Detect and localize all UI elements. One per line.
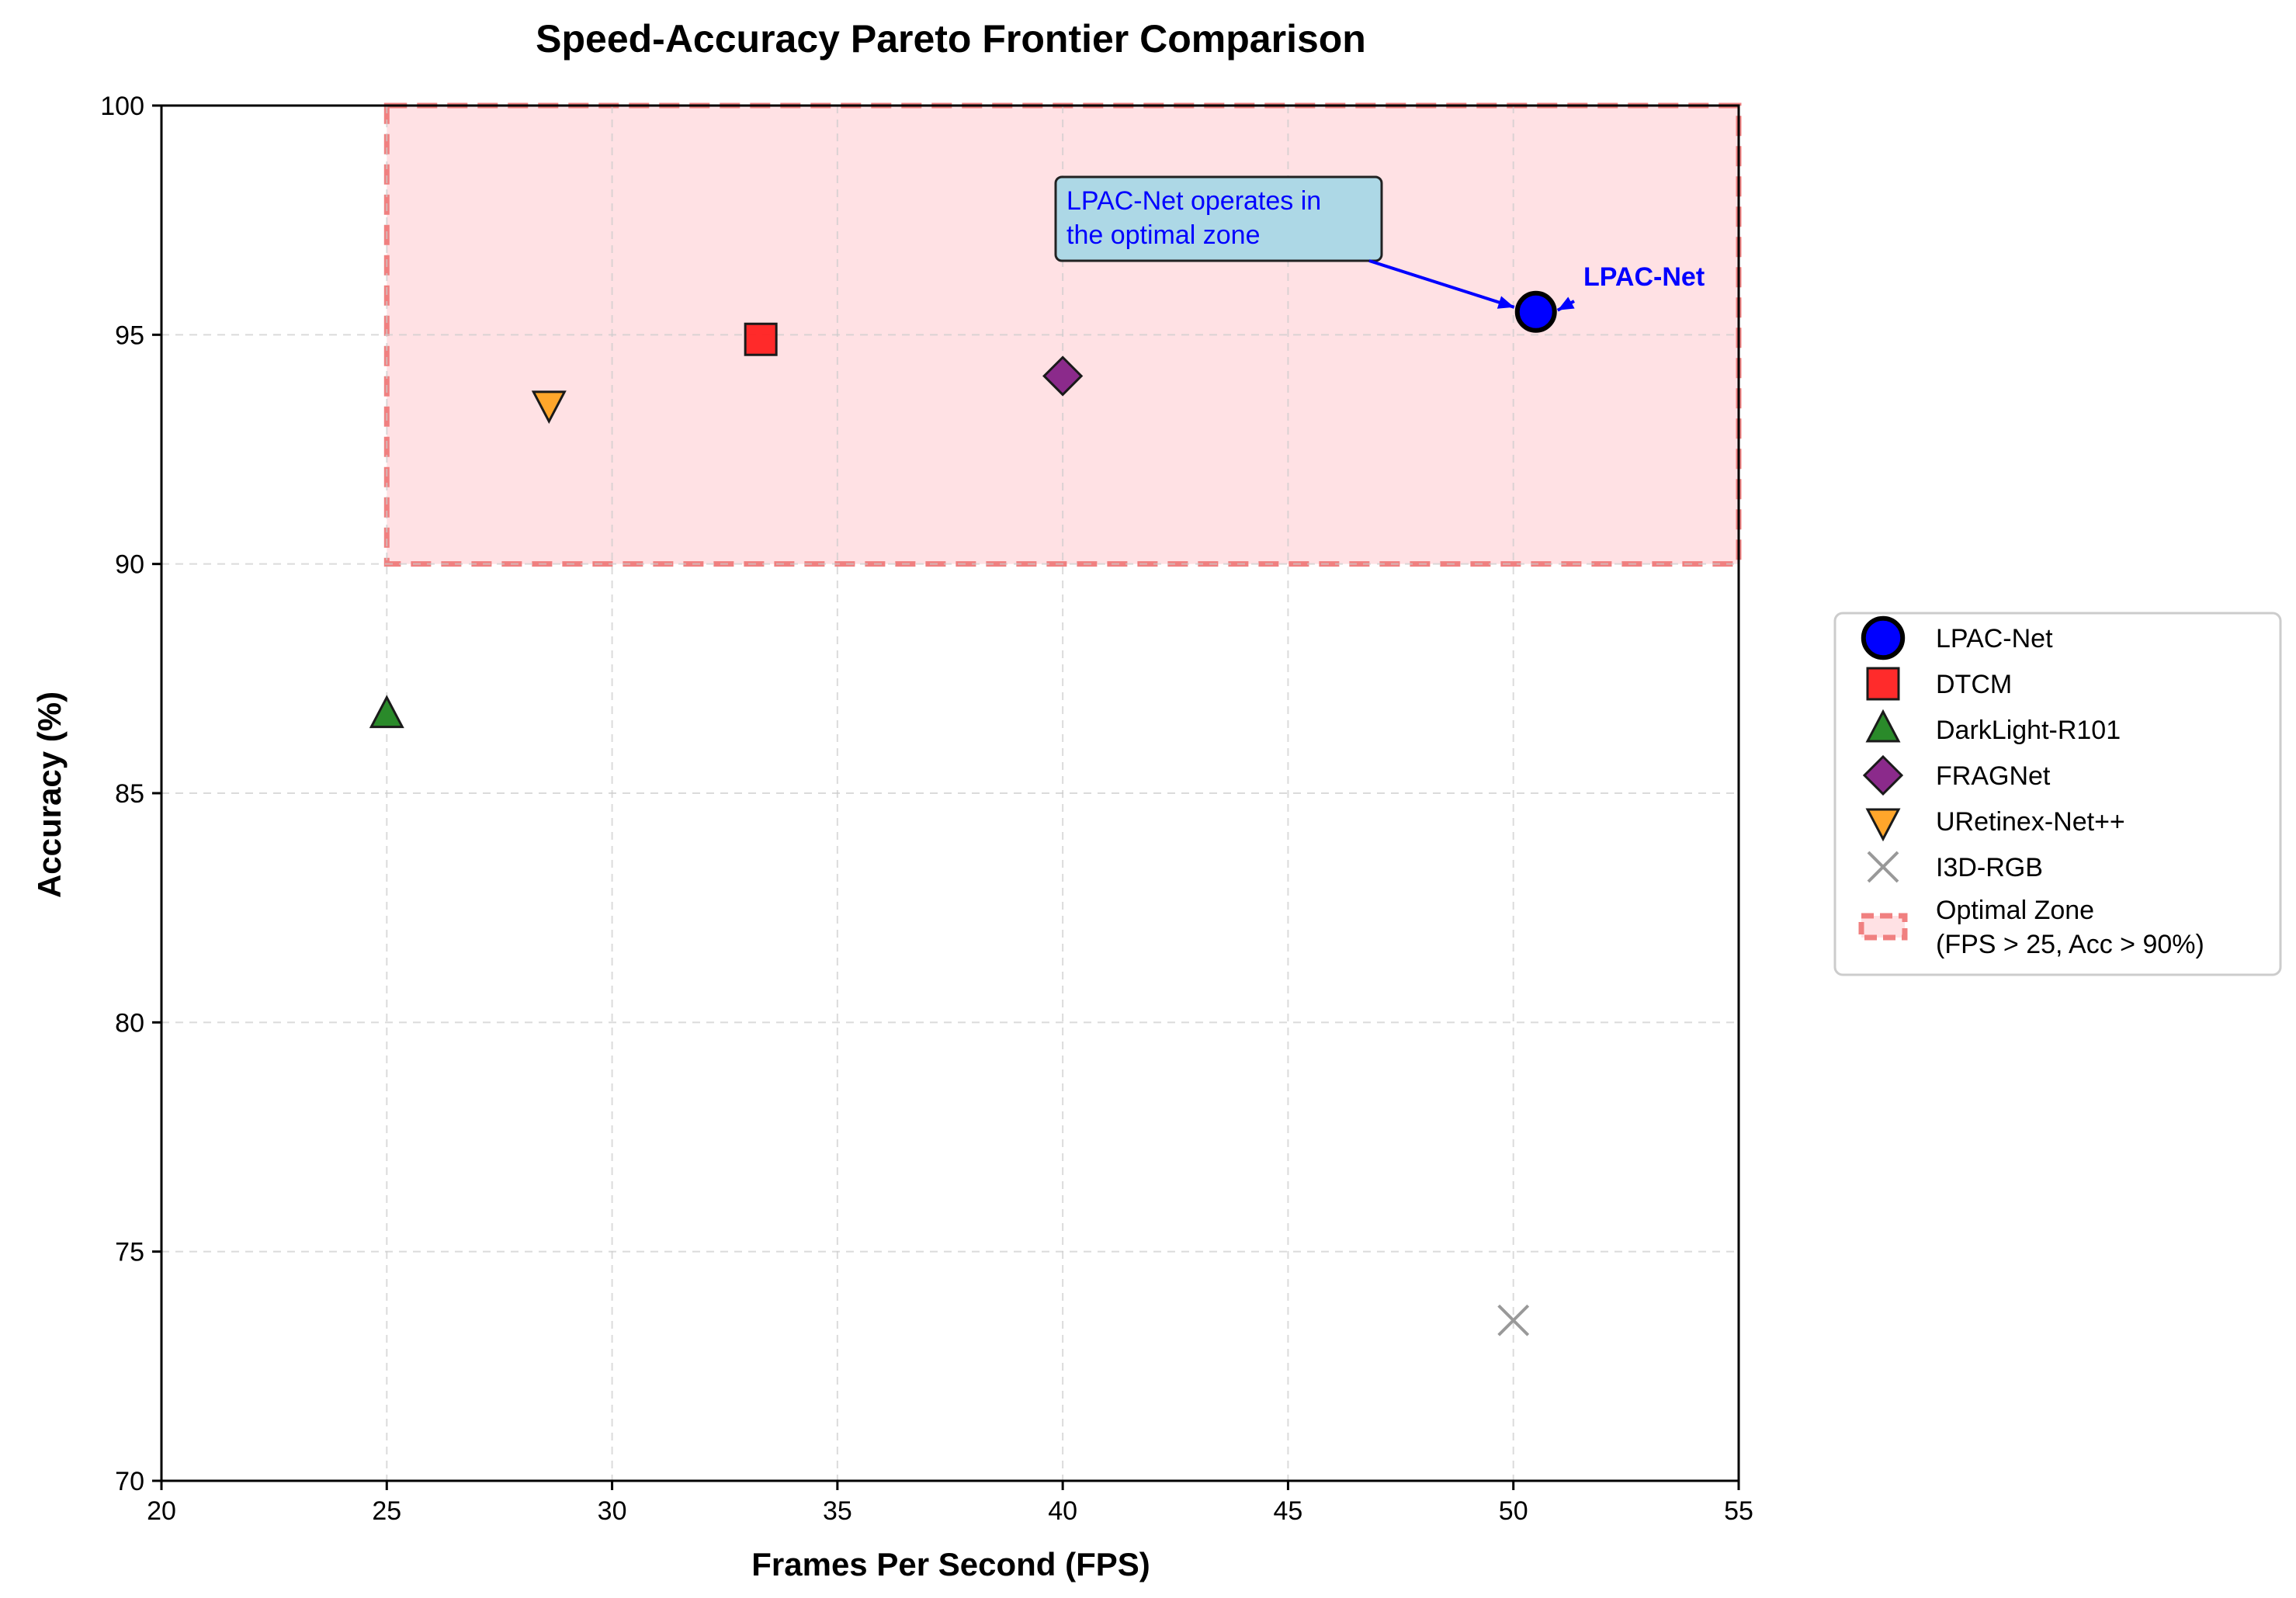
y-tick-label: 70 <box>115 1467 144 1496</box>
x-tick-label: 30 <box>598 1496 627 1526</box>
legend: LPAC-Net DTCM DarkLight-R101 FRAGNet URetine… <box>1833 612 2282 976</box>
y-tick-label: 75 <box>115 1238 144 1267</box>
y-tick-label: 80 <box>115 1008 144 1038</box>
points-layer <box>369 290 1557 1336</box>
legend-frame <box>1833 612 2282 976</box>
legend-marker-darklight-r101 <box>1865 709 1901 743</box>
x-tick-label: 40 <box>1048 1496 1077 1526</box>
legend-label-optimal-zone: Optimal Zone (FPS > 25, Acc > 90%) <box>1936 896 2204 959</box>
x-tick-label: 25 <box>372 1496 401 1526</box>
point-uretinex-net- <box>531 390 567 425</box>
y-tick-label: 90 <box>115 550 144 580</box>
x-tick-label: 35 <box>823 1496 852 1526</box>
point-fragnet <box>1042 355 1084 397</box>
legend-label-i3d-rgb: I3D-RGB <box>1936 853 2043 882</box>
annotation-text: LPAC-Net operates in the optimal zone <box>1066 186 1321 250</box>
point-i3d-rgb <box>1497 1304 1530 1336</box>
legend-label-lpac-net: LPAC-Net <box>1936 624 2053 653</box>
label-arrowhead <box>1557 296 1575 310</box>
y-axis-title: Accuracy (%) <box>31 692 68 898</box>
x-tick-label: 50 <box>1499 1496 1528 1526</box>
x-tick-label: 55 <box>1724 1496 1753 1526</box>
axes-layer: 20 25 30 35 40 45 50 55 70 75 80 85 90 95 100 <box>100 92 1753 1526</box>
x-tick-label: 20 <box>147 1496 176 1526</box>
point-label-lpac-net: LPAC-Net <box>1583 262 1705 292</box>
legend-marker-lpac-net <box>1861 615 1906 660</box>
annotation-box <box>1054 175 1383 262</box>
legend-label-uretinex-net-: URetinex-Net++ <box>1936 807 2125 837</box>
x-tick-label: 45 <box>1274 1496 1303 1526</box>
annotation-arrowhead <box>1497 296 1514 309</box>
chart-title: Speed-Accuracy Pareto Frontier Compariso… <box>536 17 1366 61</box>
y-tick-label: 100 <box>100 92 144 121</box>
legend-marker-uretinex-net- <box>1865 808 1901 842</box>
grid-layer <box>161 106 1739 1481</box>
legend-marker-optimal-zone <box>1858 913 1908 941</box>
legend-marker-fragnet <box>1862 754 1904 796</box>
legend-label-dtcm: DTCM <box>1936 670 2012 699</box>
y-tick-label: 85 <box>115 779 144 809</box>
legend-label-darklight-r101: DarkLight-R101 <box>1936 716 2121 745</box>
point-darklight-r101 <box>369 695 404 729</box>
legend-label-fragnet: FRAGNet <box>1936 761 2051 791</box>
annotation-arrow <box>1368 259 1515 309</box>
annotation-layer: LPAC-Net operates in the optimal zone LPAC… <box>1054 175 1705 312</box>
x-axis-title: Frames Per Second (FPS) <box>751 1546 1150 1582</box>
legend-marker-dtcm <box>1866 667 1900 701</box>
point-dtcm <box>744 322 778 356</box>
point-lpac-net <box>1514 290 1557 333</box>
legend-marker-i3d-rgb <box>1867 851 1899 883</box>
y-tick-label: 95 <box>115 321 144 350</box>
